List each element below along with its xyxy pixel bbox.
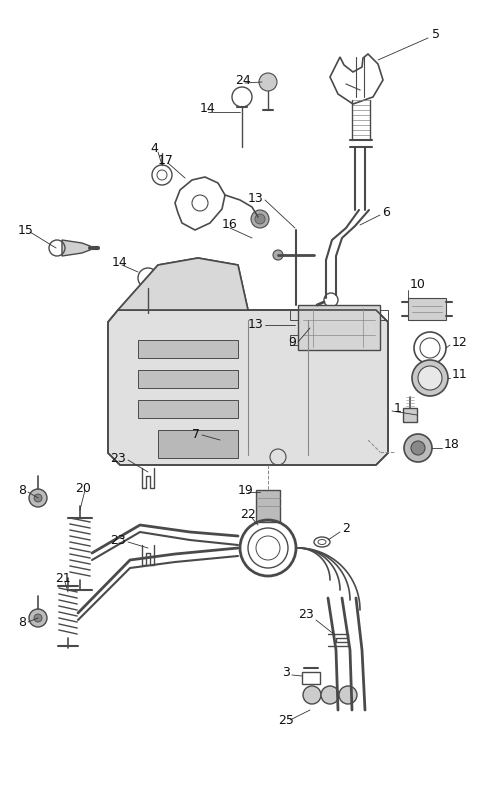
Text: 5: 5 xyxy=(432,29,440,41)
Circle shape xyxy=(404,434,432,462)
FancyBboxPatch shape xyxy=(158,430,238,458)
FancyBboxPatch shape xyxy=(403,408,417,422)
Circle shape xyxy=(29,609,47,627)
Circle shape xyxy=(255,214,265,224)
Text: 14: 14 xyxy=(200,102,216,114)
Polygon shape xyxy=(108,310,388,465)
Text: 8: 8 xyxy=(18,615,26,629)
Text: 10: 10 xyxy=(410,279,426,291)
Text: 13: 13 xyxy=(248,191,264,205)
FancyBboxPatch shape xyxy=(138,370,238,388)
Text: 20: 20 xyxy=(75,481,91,495)
Circle shape xyxy=(339,686,357,704)
Circle shape xyxy=(251,210,269,228)
Text: 19: 19 xyxy=(238,484,254,496)
Text: 23: 23 xyxy=(110,452,126,464)
Text: 16: 16 xyxy=(222,218,238,232)
Text: 21: 21 xyxy=(55,572,71,584)
Text: 3: 3 xyxy=(282,665,290,679)
Text: 24: 24 xyxy=(235,74,251,87)
Text: 4: 4 xyxy=(150,141,158,155)
Circle shape xyxy=(29,489,47,507)
FancyBboxPatch shape xyxy=(408,298,446,320)
Circle shape xyxy=(418,366,442,390)
Circle shape xyxy=(411,441,425,455)
Text: 14: 14 xyxy=(112,256,128,268)
Text: 23: 23 xyxy=(110,534,126,546)
Text: 18: 18 xyxy=(444,438,460,452)
Text: 11: 11 xyxy=(452,368,468,381)
Circle shape xyxy=(412,360,448,396)
FancyBboxPatch shape xyxy=(138,340,238,358)
Text: 6: 6 xyxy=(382,206,390,218)
Circle shape xyxy=(321,686,339,704)
Text: 1: 1 xyxy=(394,402,402,414)
FancyBboxPatch shape xyxy=(298,305,380,350)
Polygon shape xyxy=(118,258,248,310)
Circle shape xyxy=(273,250,283,260)
Text: 15: 15 xyxy=(18,223,34,237)
Text: 13: 13 xyxy=(248,318,264,332)
Text: 8: 8 xyxy=(18,484,26,496)
Text: 12: 12 xyxy=(452,336,468,349)
Text: 22: 22 xyxy=(240,508,256,522)
Text: 17: 17 xyxy=(158,153,174,167)
Circle shape xyxy=(34,494,42,502)
Circle shape xyxy=(34,614,42,622)
Text: 25: 25 xyxy=(278,714,294,727)
Polygon shape xyxy=(62,240,90,256)
Text: 23: 23 xyxy=(298,608,314,622)
Text: 2: 2 xyxy=(342,522,350,534)
Circle shape xyxy=(303,686,321,704)
FancyBboxPatch shape xyxy=(138,400,238,418)
FancyBboxPatch shape xyxy=(256,490,280,522)
Text: 9: 9 xyxy=(288,336,296,349)
Text: 7: 7 xyxy=(192,429,200,441)
Circle shape xyxy=(259,73,277,91)
